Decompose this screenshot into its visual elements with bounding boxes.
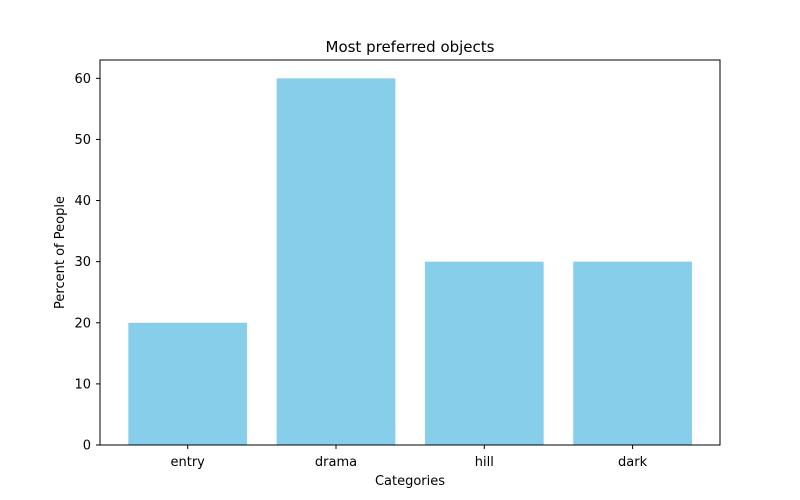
plot-area-frame [99,59,721,446]
x-axis-label: Categories [375,474,445,489]
bar-drama [276,78,396,445]
y-tick-label: 60 [74,72,91,87]
y-axis-ticks: 0 10 20 30 40 50 60 [74,72,100,454]
bar-hill [424,261,544,445]
bar-dark [573,261,692,445]
y-tick-label: 20 [74,316,91,331]
y-tick-label: 10 [74,377,91,392]
bars-group [128,78,692,445]
x-tick-label: drama [315,455,357,470]
x-tick-label: entry [171,455,206,470]
x-tick-label: dark [618,455,648,470]
y-tick-label: 50 [74,133,91,148]
x-tick-label: hill [475,455,494,470]
bar-entry [128,322,248,445]
y-tick-label: 40 [74,194,91,209]
chart-title: Most preferred objects [326,38,495,56]
y-tick-label: 0 [83,439,91,454]
x-axis-ticks: entry drama hill dark [171,445,648,470]
y-axis-label: Percent of People [53,196,68,309]
y-tick-label: 30 [74,255,91,270]
